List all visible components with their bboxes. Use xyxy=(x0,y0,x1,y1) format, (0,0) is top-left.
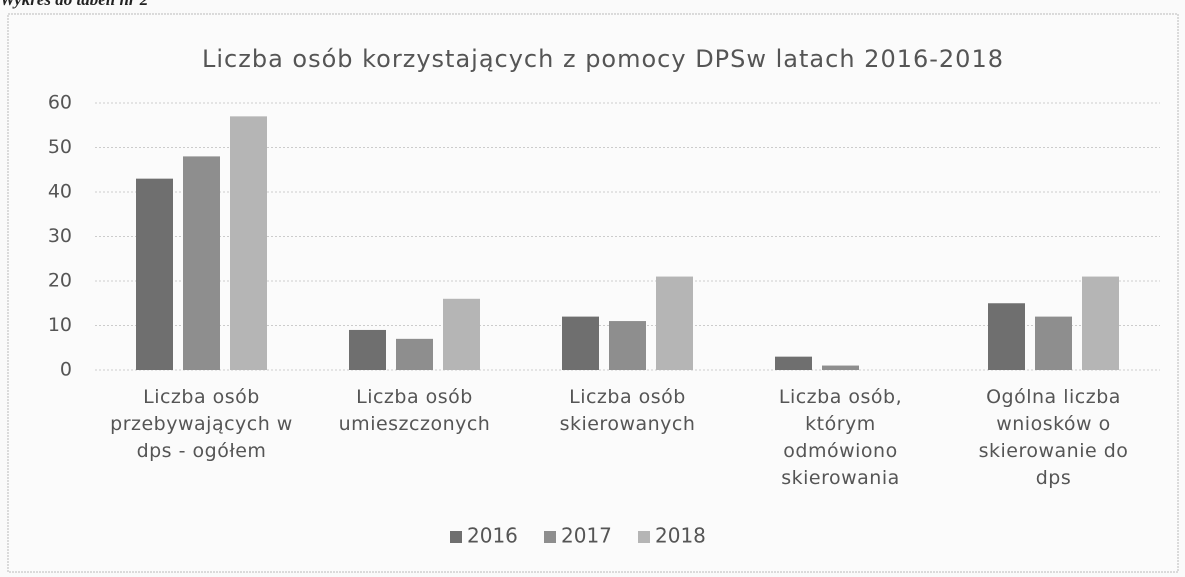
chart-title: Liczba osób korzystających z pomocy DPSw… xyxy=(202,45,1004,73)
bar xyxy=(775,356,812,370)
legend-swatch xyxy=(450,531,462,543)
legend-swatch xyxy=(544,531,556,543)
y-tick-label: 20 xyxy=(48,270,72,292)
bar xyxy=(1035,316,1072,370)
legend-label: 2018 xyxy=(655,524,706,548)
legend-swatch xyxy=(638,531,650,543)
legend-label: 2017 xyxy=(561,524,612,548)
x-tick-label: Liczba osób skierowanych xyxy=(559,386,696,435)
y-tick-label: 10 xyxy=(48,314,72,336)
bar xyxy=(822,365,859,370)
bar xyxy=(183,156,220,370)
bar xyxy=(443,298,480,370)
bar xyxy=(988,303,1025,370)
y-tick-label: 30 xyxy=(48,225,72,247)
bar xyxy=(396,338,433,370)
x-tick-label: Ogólna liczba wniosków o skierowanie do … xyxy=(978,386,1129,489)
y-tick-label: 50 xyxy=(48,136,72,158)
x-tick-label: Liczba osób, którym odmówiono skierowani… xyxy=(778,386,903,489)
bar xyxy=(609,321,646,370)
bar xyxy=(349,329,386,370)
caption: Wykres do tabeli nr 2 xyxy=(0,0,148,10)
bar xyxy=(230,116,267,370)
bar xyxy=(562,316,599,370)
y-tick-label: 60 xyxy=(48,92,72,114)
bar xyxy=(1082,276,1119,370)
y-tick-label: 40 xyxy=(48,181,72,203)
x-tick-label: Liczba osób przebywających w dps - ogółe… xyxy=(110,386,293,462)
y-tick-label: 0 xyxy=(60,359,72,381)
bar xyxy=(656,276,693,370)
bar xyxy=(136,178,173,370)
x-tick-label: Liczba osób umieszczonych xyxy=(338,386,491,435)
legend-label: 2016 xyxy=(467,524,518,548)
